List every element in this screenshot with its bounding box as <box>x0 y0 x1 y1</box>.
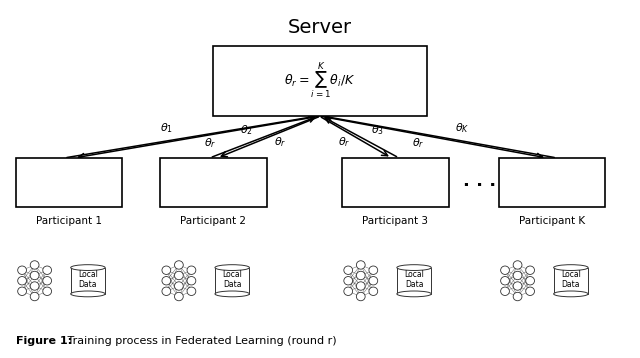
Ellipse shape <box>525 276 534 285</box>
Ellipse shape <box>43 276 52 285</box>
Ellipse shape <box>554 265 588 271</box>
Text: $\theta_2$: $\theta_2$ <box>240 123 253 137</box>
Text: Training process in Federated Learning (round r): Training process in Federated Learning (… <box>64 336 337 346</box>
Ellipse shape <box>70 265 105 271</box>
Text: $\theta_r=\sum_{i=1}^{K}\theta_i/K$: $\theta_r=\sum_{i=1}^{K}\theta_i/K$ <box>284 61 356 101</box>
Ellipse shape <box>554 291 588 297</box>
Ellipse shape <box>356 292 365 301</box>
Text: Local
Data: Local Data <box>404 270 424 289</box>
Ellipse shape <box>162 287 171 295</box>
Ellipse shape <box>43 266 52 275</box>
Ellipse shape <box>500 276 509 285</box>
Ellipse shape <box>344 266 353 275</box>
FancyBboxPatch shape <box>160 158 267 207</box>
Ellipse shape <box>215 265 250 271</box>
Text: $\theta_r$: $\theta_r$ <box>338 136 350 149</box>
Text: Figure 1:: Figure 1: <box>16 336 72 346</box>
Ellipse shape <box>18 266 26 275</box>
Ellipse shape <box>356 282 365 290</box>
Text: . . .: . . . <box>463 172 497 190</box>
FancyBboxPatch shape <box>342 158 449 207</box>
Ellipse shape <box>175 261 183 269</box>
Ellipse shape <box>500 287 509 295</box>
Text: Local
Data: Local Data <box>561 270 581 289</box>
Ellipse shape <box>369 266 378 275</box>
Ellipse shape <box>356 261 365 269</box>
Text: $\theta_1$: $\theta_1$ <box>160 121 173 135</box>
Ellipse shape <box>369 276 378 285</box>
FancyBboxPatch shape <box>16 158 122 207</box>
Ellipse shape <box>187 287 196 295</box>
Ellipse shape <box>513 261 522 269</box>
Ellipse shape <box>162 266 171 275</box>
Ellipse shape <box>187 276 196 285</box>
Text: $\theta_r$: $\theta_r$ <box>204 136 216 150</box>
Text: Local
Data: Local Data <box>222 270 242 289</box>
Ellipse shape <box>500 266 509 275</box>
Text: Participant 1: Participant 1 <box>36 216 102 226</box>
Ellipse shape <box>397 291 431 297</box>
Ellipse shape <box>525 266 534 275</box>
Ellipse shape <box>356 271 365 280</box>
Ellipse shape <box>18 287 26 295</box>
Ellipse shape <box>513 292 522 301</box>
FancyBboxPatch shape <box>213 46 427 116</box>
Text: Local
Data: Local Data <box>78 270 98 289</box>
Ellipse shape <box>369 287 378 295</box>
Ellipse shape <box>187 266 196 275</box>
Ellipse shape <box>70 291 105 297</box>
Text: $\theta_K$: $\theta_K$ <box>455 121 470 135</box>
Bar <box>397 267 431 294</box>
Text: Participant 2: Participant 2 <box>180 216 246 226</box>
Ellipse shape <box>513 282 522 290</box>
Ellipse shape <box>175 271 183 280</box>
Ellipse shape <box>513 271 522 280</box>
Ellipse shape <box>397 265 431 271</box>
Text: Participant 3: Participant 3 <box>362 216 428 226</box>
Text: Server: Server <box>288 18 352 37</box>
Bar <box>215 267 250 294</box>
Bar <box>554 267 588 294</box>
Ellipse shape <box>30 282 39 290</box>
Text: $\theta_3$: $\theta_3$ <box>371 123 384 137</box>
Ellipse shape <box>18 276 26 285</box>
Ellipse shape <box>344 287 353 295</box>
Text: $\theta_r$: $\theta_r$ <box>275 136 287 149</box>
Ellipse shape <box>525 287 534 295</box>
Ellipse shape <box>215 291 250 297</box>
Ellipse shape <box>30 261 39 269</box>
Ellipse shape <box>30 292 39 301</box>
FancyBboxPatch shape <box>499 158 605 207</box>
Text: Participant K: Participant K <box>519 216 585 226</box>
Ellipse shape <box>175 292 183 301</box>
Ellipse shape <box>43 287 52 295</box>
Ellipse shape <box>175 282 183 290</box>
Text: $\theta_r$: $\theta_r$ <box>412 136 425 150</box>
Ellipse shape <box>162 276 171 285</box>
Ellipse shape <box>30 271 39 280</box>
Ellipse shape <box>344 276 353 285</box>
Bar <box>70 267 105 294</box>
